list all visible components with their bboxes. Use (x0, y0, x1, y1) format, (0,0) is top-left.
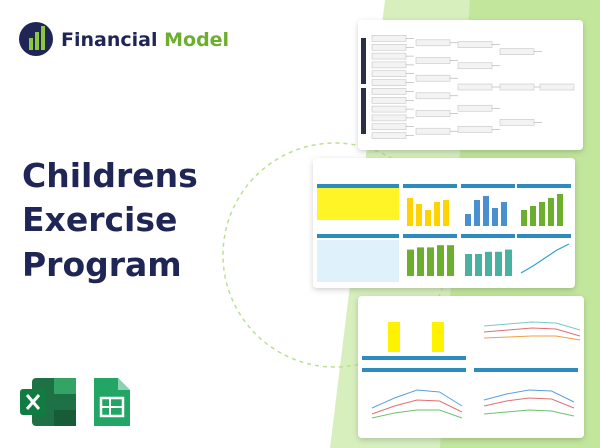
panel-header (403, 184, 457, 188)
tree-node (371, 79, 407, 86)
tree-node (371, 44, 407, 51)
tree-node (499, 48, 535, 55)
mini-bar (427, 247, 434, 276)
logo-bar (29, 38, 33, 50)
tree-node (371, 132, 407, 139)
mini-bar (465, 254, 472, 276)
mini-bar (557, 194, 563, 226)
icon-x (25, 394, 41, 410)
mini-bar (501, 202, 507, 226)
tree-node (457, 126, 493, 133)
mini-line (371, 399, 463, 415)
mini-line (483, 409, 575, 417)
mini-line (483, 389, 575, 403)
screenshots (313, 20, 584, 438)
mini-bar (483, 196, 489, 226)
mini-bar (475, 254, 482, 276)
tree-node (415, 127, 451, 135)
panel-header (317, 234, 399, 238)
table-block (432, 322, 444, 352)
tree-node (371, 35, 407, 42)
tree-node (371, 123, 407, 130)
mini-line (483, 327, 581, 337)
sheets-icon (94, 378, 130, 426)
logo-word: Model (164, 29, 229, 51)
mini-bar (434, 202, 440, 226)
tree-node (539, 83, 575, 91)
table-block (317, 188, 399, 220)
mini-bar (437, 245, 444, 276)
mini-bar (416, 204, 422, 226)
tree-node (371, 114, 407, 122)
panel-header (317, 184, 399, 188)
logo-bar (35, 32, 39, 50)
excel-icon (20, 378, 76, 426)
mini-bar (492, 208, 498, 226)
tree-node (457, 62, 493, 70)
title-line: Program (22, 245, 182, 284)
logo-bar (41, 26, 45, 50)
tree-node (415, 39, 451, 47)
mini-line (483, 321, 581, 331)
panel-header (403, 234, 457, 238)
tree-node (415, 92, 451, 100)
mini-bar (447, 245, 454, 276)
tree-node (371, 70, 407, 77)
icon-cell (54, 410, 76, 426)
mini-bar (485, 251, 492, 276)
title-line: Exercise (22, 200, 177, 239)
mini-bar (539, 202, 545, 226)
mini-bar (530, 206, 536, 226)
side-label (361, 88, 366, 134)
title-line: Childrens (22, 156, 198, 195)
logo: Financial Model (19, 22, 229, 56)
mini-line (483, 397, 575, 409)
mini-bar (465, 214, 471, 226)
tree-node (499, 83, 535, 91)
logo-word: Financial (61, 29, 157, 51)
tree-node (371, 52, 407, 60)
tree-node (371, 105, 407, 113)
panel-header (461, 234, 515, 238)
tree-node (457, 41, 493, 48)
tree-node (371, 61, 407, 69)
tree-node (457, 83, 493, 91)
mini-bar (495, 251, 502, 276)
table-block (388, 322, 400, 352)
mini-line (520, 243, 570, 274)
mini-line (371, 389, 463, 409)
tree-node (371, 97, 407, 104)
tree-node (457, 104, 493, 112)
mini-bar (548, 198, 554, 226)
mini-bar (407, 249, 414, 276)
mini-bar (474, 200, 480, 226)
tree-node (499, 119, 535, 126)
side-label (361, 38, 366, 84)
mini-bar (417, 247, 424, 276)
panel-header (362, 356, 466, 360)
tree-node (415, 57, 451, 64)
logo-text: Financial Model (61, 29, 229, 51)
panel-header (474, 368, 578, 372)
tree-node (371, 88, 407, 95)
panel-header (461, 184, 515, 188)
screenshot-card (358, 296, 584, 438)
tree-node (415, 110, 451, 117)
panel-header (517, 184, 571, 188)
icon-cell (54, 378, 76, 394)
mini-bar (407, 198, 413, 226)
mini-bar (425, 210, 431, 226)
mini-bar (505, 249, 512, 276)
panel-header (517, 234, 571, 238)
mini-bar (443, 200, 449, 226)
mini-line (483, 335, 581, 341)
mini-line (371, 409, 463, 419)
tree-node (415, 74, 451, 82)
icon-fold (118, 378, 130, 390)
mini-bar (521, 210, 527, 226)
table-block (317, 240, 399, 282)
panel-header (362, 368, 466, 372)
